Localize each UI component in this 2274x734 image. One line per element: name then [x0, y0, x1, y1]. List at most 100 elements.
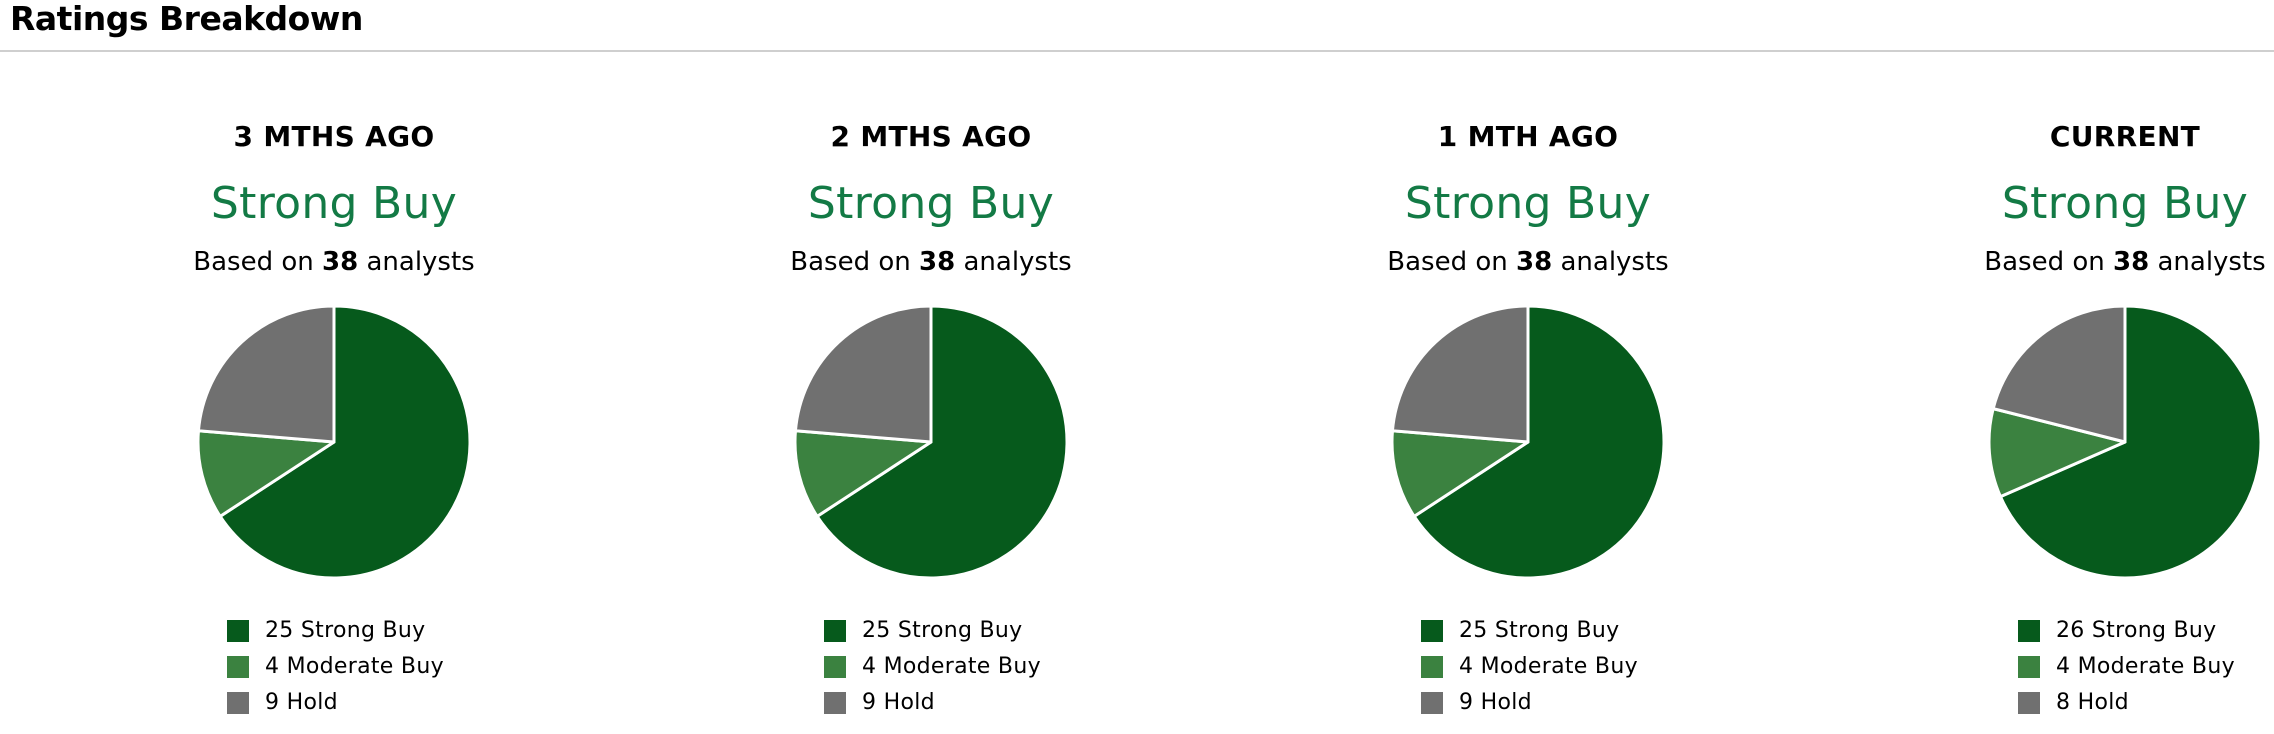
legend-item-moderate-buy: 4 Moderate Buy [1421, 652, 1741, 688]
based-suffix: analysts [366, 247, 475, 277]
moderate-buy-swatch [227, 656, 249, 678]
ratings-pie-chart [793, 304, 1069, 580]
analyst-count-text: Based on 38 analysts [94, 246, 574, 278]
consensus-rating: Strong Buy [210, 178, 458, 229]
panel-title: 1 MTH AGO [1437, 120, 1619, 153]
legend-count: 4 [265, 654, 280, 679]
legend-category: Hold [286, 690, 338, 715]
legend-item-moderate-buy: 4 Moderate Buy [824, 652, 1144, 688]
legend-label: 4 Moderate Buy [265, 652, 444, 682]
legend-count: 9 [862, 690, 877, 715]
legend-count: 26 [2056, 618, 2085, 643]
strong-buy-swatch [227, 620, 249, 642]
based-prefix: Based on [790, 247, 911, 277]
ratings-panel-current: CURRENT Strong Buy Based on 38 analysts … [1885, 100, 2274, 730]
legend-category: Moderate Buy [286, 654, 444, 679]
legend-label: 25 Strong Buy [1459, 616, 1619, 646]
ratings-panel-2-months-ago: 2 MTHS AGO Strong Buy Based on 38 analys… [691, 100, 1171, 730]
analyst-count: 38 [2113, 247, 2150, 277]
ratings-pie-chart [1987, 304, 2263, 580]
hold-slice [196, 304, 336, 444]
legend-item-strong-buy: 25 Strong Buy [227, 616, 547, 652]
legend-count: 25 [265, 618, 294, 643]
legend-category: Strong Buy [300, 618, 426, 643]
legend-category: Strong Buy [2091, 618, 2217, 643]
legend-count: 8 [2056, 690, 2071, 715]
legend-category: Moderate Buy [2077, 654, 2235, 679]
analyst-count: 38 [1516, 247, 1553, 277]
hold-swatch [1421, 692, 1443, 714]
moderate-buy-swatch [2018, 656, 2040, 678]
moderate-buy-slice [1390, 429, 1530, 518]
strong-buy-slice [815, 304, 1069, 580]
based-suffix: analysts [2157, 247, 2266, 277]
pie-legend: 25 Strong Buy 4 Moderate Buy 9 Hold [227, 616, 547, 724]
legend-category: Hold [2077, 690, 2129, 715]
analyst-count: 38 [919, 247, 956, 277]
legend-category: Moderate Buy [883, 654, 1041, 679]
legend-count: 25 [862, 618, 891, 643]
legend-label: 25 Strong Buy [862, 616, 1022, 646]
legend-count: 4 [1459, 654, 1474, 679]
legend-label: 9 Hold [265, 688, 338, 718]
consensus-rating: Strong Buy [2001, 178, 2249, 229]
moderate-buy-swatch [824, 656, 846, 678]
hold-swatch [2018, 692, 2040, 714]
consensus-rating: Strong Buy [1404, 178, 1652, 229]
analyst-count-text: Based on 38 analysts [1288, 246, 1768, 278]
legend-label: 4 Moderate Buy [2056, 652, 2235, 682]
legend-item-hold: 9 Hold [227, 688, 547, 724]
panel-title: 3 MTHS AGO [233, 120, 435, 153]
legend-category: Hold [883, 690, 935, 715]
ratings-pie-chart [196, 304, 472, 580]
legend-count: 9 [1459, 690, 1474, 715]
pie-legend: 25 Strong Buy 4 Moderate Buy 9 Hold [1421, 616, 1741, 724]
strong-buy-slice [1998, 304, 2263, 580]
strong-buy-swatch [2018, 620, 2040, 642]
legend-label: 26 Strong Buy [2056, 616, 2216, 646]
legend-item-moderate-buy: 4 Moderate Buy [2018, 652, 2274, 688]
based-suffix: analysts [1560, 247, 1669, 277]
legend-item-moderate-buy: 4 Moderate Buy [227, 652, 547, 688]
legend-category: Strong Buy [897, 618, 1023, 643]
panel-title: CURRENT [2049, 120, 2201, 153]
analyst-count-text: Based on 38 analysts [1885, 246, 2274, 278]
section-title: Ratings Breakdown [10, 0, 363, 38]
legend-item-strong-buy: 26 Strong Buy [2018, 616, 2274, 652]
legend-item-strong-buy: 25 Strong Buy [1421, 616, 1741, 652]
legend-category: Moderate Buy [1480, 654, 1638, 679]
legend-category: Strong Buy [1494, 618, 1620, 643]
legend-label: 4 Moderate Buy [1459, 652, 1638, 682]
strong-buy-slice [218, 304, 472, 580]
legend-label: 8 Hold [2056, 688, 2129, 718]
based-suffix: analysts [963, 247, 1072, 277]
based-prefix: Based on [193, 247, 314, 277]
moderate-buy-slice [196, 429, 336, 518]
analyst-count-text: Based on 38 analysts [691, 246, 1171, 278]
legend-item-hold: 9 Hold [824, 688, 1144, 724]
legend-item-hold: 9 Hold [1421, 688, 1741, 724]
section-header: Ratings Breakdown [0, 0, 2274, 52]
strong-buy-swatch [824, 620, 846, 642]
analyst-count: 38 [322, 247, 359, 277]
hold-slice [793, 304, 933, 444]
legend-label: 9 Hold [862, 688, 935, 718]
panel-title: 2 MTHS AGO [830, 120, 1032, 153]
legend-item-strong-buy: 25 Strong Buy [824, 616, 1144, 652]
legend-count: 25 [1459, 618, 1488, 643]
pie-legend: 26 Strong Buy 4 Moderate Buy 8 Hold [2018, 616, 2274, 724]
ratings-panel-1-month-ago: 1 MTH AGO Strong Buy Based on 38 analyst… [1288, 100, 1768, 730]
legend-count: 9 [265, 690, 280, 715]
hold-slice [1991, 304, 2127, 444]
based-prefix: Based on [1984, 247, 2105, 277]
hold-swatch [227, 692, 249, 714]
pie-legend: 25 Strong Buy 4 Moderate Buy 9 Hold [824, 616, 1144, 724]
moderate-buy-swatch [1421, 656, 1443, 678]
moderate-buy-slice [793, 429, 933, 518]
hold-swatch [824, 692, 846, 714]
legend-count: 4 [862, 654, 877, 679]
ratings-panel-3-months-ago: 3 MTHS AGO Strong Buy Based on 38 analys… [94, 100, 574, 730]
hold-slice [1390, 304, 1530, 444]
legend-item-hold: 8 Hold [2018, 688, 2274, 724]
moderate-buy-slice [1987, 407, 2127, 499]
